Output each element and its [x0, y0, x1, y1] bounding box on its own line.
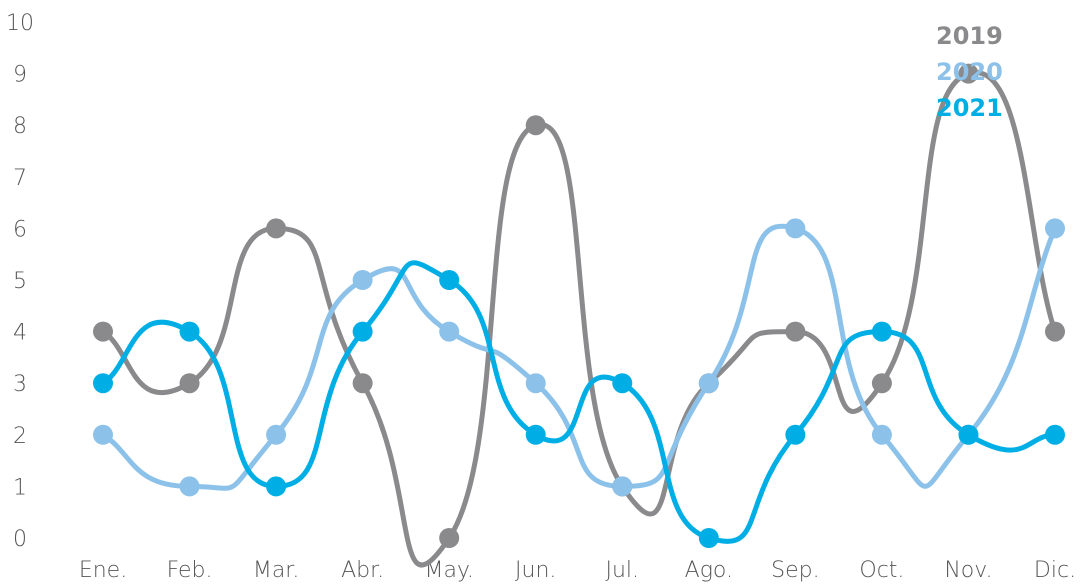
legend: 2019 2020 2021: [936, 22, 1003, 122]
x-tick-label: Dic.: [1034, 558, 1076, 583]
y-tick-label: 3: [13, 372, 27, 397]
data-point-2019: [439, 528, 460, 548]
x-tick-label: Oct.: [859, 558, 904, 583]
series-line-2019: [100, 70, 1058, 568]
x-tick-label: Nov.: [944, 558, 992, 583]
data-point-2019: [179, 373, 200, 394]
data-point-2020: [352, 270, 373, 290]
data-point-2019: [871, 373, 892, 394]
data-point-2020: [785, 218, 806, 239]
data-point-2021: [179, 321, 200, 342]
legend-item-2021: 2021: [936, 94, 1003, 122]
y-tick-label: 0: [13, 527, 27, 552]
data-point-2021: [525, 424, 546, 445]
x-tick-label: Jul.: [605, 558, 639, 583]
y-tick-label: 2: [13, 424, 27, 449]
data-point-2019: [93, 321, 113, 342]
y-tick-label: 4: [13, 321, 27, 346]
data-point-2021: [266, 476, 287, 497]
data-point-2021: [439, 270, 460, 290]
x-tick-label: Abr.: [341, 558, 384, 583]
data-point-2020: [93, 424, 113, 445]
data-point-2021: [871, 321, 892, 342]
data-point-2019: [785, 321, 806, 342]
data-point-2021: [1045, 424, 1065, 445]
data-point-2020: [612, 476, 633, 497]
x-tick-label: Jun.: [515, 558, 556, 583]
data-point-2020: [525, 373, 546, 394]
data-point-2021: [612, 373, 633, 394]
data-point-2019: [266, 218, 287, 239]
y-tick-label: 5: [13, 269, 27, 294]
y-tick-label: 10: [6, 11, 34, 36]
data-point-2020: [439, 321, 460, 342]
x-tick-label: Ago.: [685, 558, 733, 583]
data-point-2020: [698, 373, 719, 394]
data-point-2021: [698, 528, 719, 548]
legend-item-2019: 2019: [936, 22, 1003, 50]
data-point-2019: [352, 373, 373, 394]
data-point-2020: [871, 424, 892, 445]
y-tick-label: 7: [13, 166, 27, 191]
x-tick-label: Ene.: [79, 558, 127, 583]
y-tick-label: 6: [13, 217, 27, 242]
y-tick-label: 1: [13, 475, 27, 500]
data-point-2021: [958, 424, 979, 445]
legend-item-2020: 2020: [936, 58, 1003, 86]
data-point-2020: [266, 424, 287, 445]
data-point-2019: [1045, 321, 1065, 342]
data-point-2020: [1045, 218, 1065, 239]
x-tick-label: Sep.: [771, 558, 819, 583]
data-point-2019: [958, 63, 979, 84]
data-point-2021: [352, 321, 373, 342]
data-point-2020: [179, 476, 200, 497]
y-axis-ticks: 0 1 2 3 4 5 6 7 8 9 10: [6, 11, 34, 552]
data-point-2019: [525, 115, 546, 136]
x-tick-label: Feb.: [167, 558, 213, 583]
y-tick-label: 8: [13, 114, 27, 139]
series-lines: [100, 70, 1058, 568]
y-tick-label: 9: [13, 63, 27, 88]
data-point-2021: [93, 373, 113, 394]
x-tick-label: Mar.: [253, 558, 299, 583]
x-axis-ticks: Ene. Feb. Mar. Abr. May. Jun. Jul. Ago. Sep. Oct.…: [79, 558, 1076, 583]
series-points: [93, 63, 1065, 548]
data-point-2021: [785, 424, 806, 445]
